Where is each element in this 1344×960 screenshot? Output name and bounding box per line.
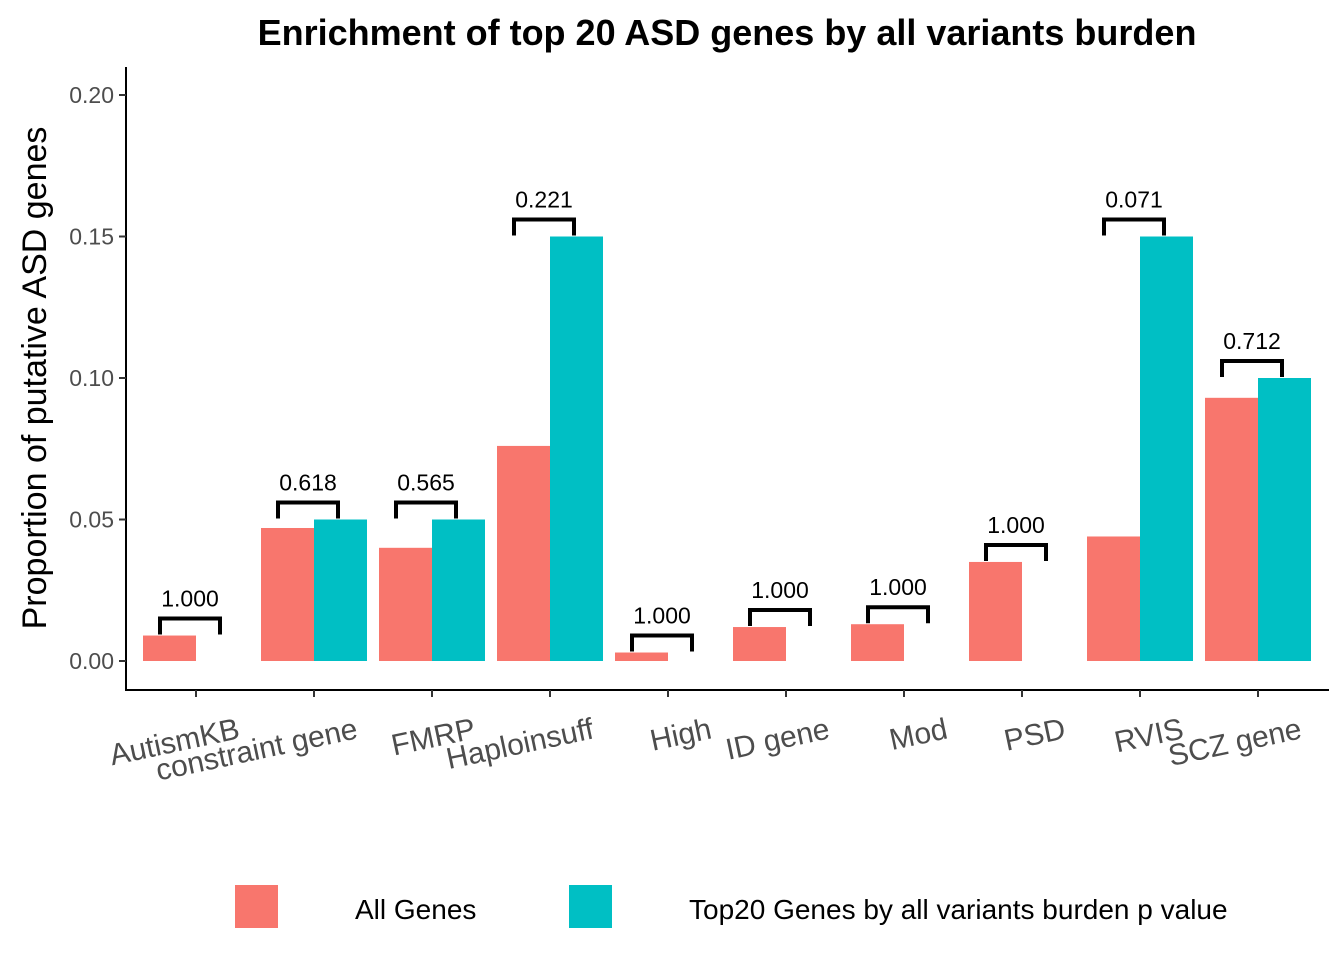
y-tick-label: 0.00 <box>69 648 114 674</box>
p-value-label: 1.000 <box>751 577 809 603</box>
p-value-label: 0.221 <box>515 187 573 213</box>
significance-bracket <box>158 616 222 635</box>
significance-bracket <box>1102 217 1166 236</box>
y-axis: 0.00 0.05 0.10 0.15 0.20 <box>69 82 126 674</box>
y-axis-label: Proportion of putative ASD genes <box>16 127 54 630</box>
significance-bracket <box>748 608 812 627</box>
x-tick-label: SCZ gene <box>1165 713 1304 773</box>
legend: All Genes Top20 Genes by all variants bur… <box>235 885 1228 928</box>
significance-bracket <box>630 633 694 652</box>
bar-top20-haploinsuff <box>550 236 603 661</box>
p-value-label: 0.618 <box>279 470 337 496</box>
x-tick-label: ID gene <box>723 713 833 767</box>
p-value-label: 0.712 <box>1223 328 1281 354</box>
pvalue-annotations: 1.000 0.618 0.565 0.221 1.000 1.000 1.000 1.000… <box>158 187 1284 652</box>
p-value-label: 0.565 <box>397 470 455 496</box>
significance-bracket <box>1220 359 1284 377</box>
chart-title: Enrichment of top 20 ASD genes by all va… <box>258 12 1197 53</box>
bar-top20-constraint-gene <box>314 519 367 661</box>
bar-all-genes-id-gene <box>733 627 786 661</box>
bar-all-genes-rvis <box>1087 536 1140 661</box>
p-value-label: 1.000 <box>869 574 927 600</box>
p-value-label: 1.000 <box>633 603 691 629</box>
bar-all-genes-high <box>615 652 668 661</box>
p-value-label: 1.000 <box>987 512 1045 538</box>
x-tick-label: High <box>647 713 714 758</box>
x-tick-label: Mod <box>887 713 951 757</box>
significance-bracket <box>394 500 458 519</box>
bar-all-genes-haploinsuff <box>497 445 550 661</box>
p-value-label: 0.071 <box>1105 187 1163 213</box>
significance-bracket <box>984 542 1048 561</box>
bar-all-genes-mod <box>851 624 904 661</box>
legend-label-top20: Top20 Genes by all variants burden p val… <box>689 894 1228 925</box>
x-tick-label: PSD <box>1001 713 1068 758</box>
y-tick-label: 0.10 <box>69 365 114 391</box>
y-tick-label: 0.20 <box>69 82 114 108</box>
significance-bracket <box>512 217 576 236</box>
significance-bracket <box>276 500 340 519</box>
legend-swatch-top20 <box>569 885 612 928</box>
bar-all-genes-autismkb <box>143 635 196 661</box>
bar-top20-scz-gene <box>1258 378 1311 661</box>
bars-layer <box>143 236 1311 661</box>
p-value-label: 1.000 <box>161 586 219 612</box>
bar-top20-rvis <box>1140 236 1193 661</box>
bar-all-genes-constraint-gene <box>261 527 314 661</box>
bar-all-genes-fmrp <box>379 547 432 661</box>
bar-all-genes-scz-gene <box>1205 397 1258 661</box>
bar-all-genes-psd <box>969 561 1022 661</box>
legend-label-all-genes: All Genes <box>355 894 476 925</box>
significance-bracket <box>866 605 930 624</box>
legend-swatch-all-genes <box>235 885 278 928</box>
bar-top20-fmrp <box>432 519 485 661</box>
y-tick-label: 0.15 <box>69 224 114 250</box>
y-tick-label: 0.05 <box>69 507 114 533</box>
